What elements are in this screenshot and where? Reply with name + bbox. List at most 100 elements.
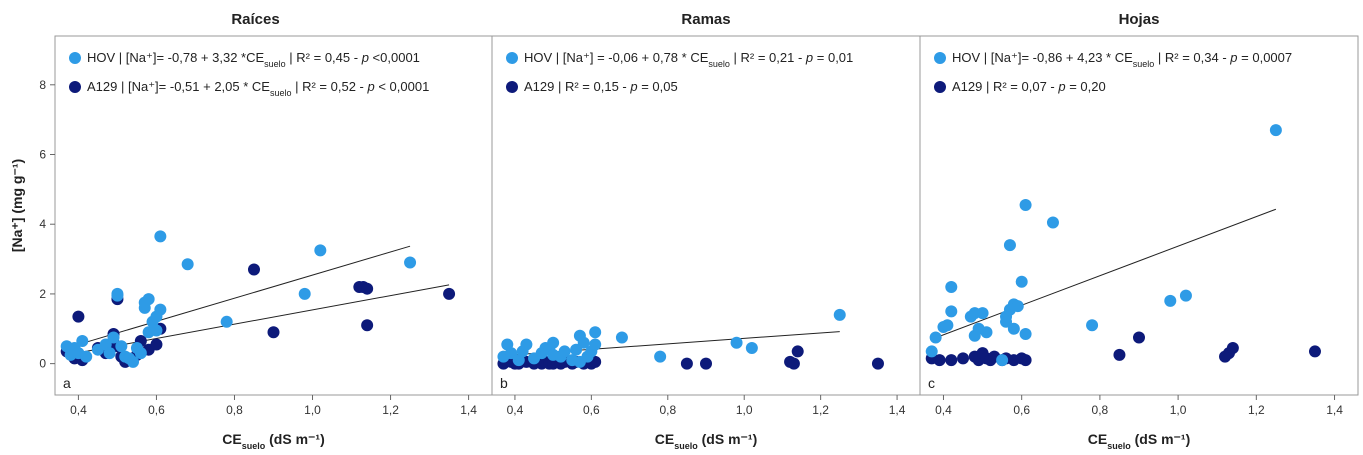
point-hov: [107, 331, 120, 344]
x-tick-label: 0,6: [583, 403, 600, 417]
point-a129: [1019, 354, 1032, 367]
point-hov: [980, 326, 993, 339]
point-hov: [945, 280, 958, 293]
panels: Raíces 0,4 0,6 0,8 1,0 1,2 1,4 0 2 4 6 8 [Na⁺] (mg g…: [9, 11, 1359, 451]
point-hov: [589, 326, 602, 339]
panel-title: Hojas: [1119, 11, 1160, 28]
point-a129: [791, 345, 804, 358]
trend-line-hov: [931, 208, 1277, 340]
panel-title: Raíces: [231, 11, 279, 28]
x-tick-label: 0,4: [507, 403, 524, 417]
y-tick-label: 4: [39, 217, 46, 231]
point-hov: [945, 305, 958, 318]
y-tick-label: 2: [39, 287, 46, 301]
point-hov: [220, 315, 233, 328]
panel-c: Hojas 0,4 0,6 0,8 1,0 1,2 1,4 CEsuelo (dS m⁻¹) c…: [919, 11, 1359, 451]
x-axis-label: CEsuelo (dS m⁻¹): [222, 431, 324, 451]
legend-entry: HOV | [Na⁺]= -0,86 + 4,23 * CEsuelo | R²…: [952, 50, 1292, 69]
legend-entry: A129 | R² = 0,07 - p = 0,20: [952, 79, 1106, 94]
point-hov: [103, 347, 116, 360]
panel-letter: a: [63, 375, 71, 391]
x-tick-label: 0,4: [935, 403, 952, 417]
point-hov: [925, 345, 938, 358]
panel-b: Ramas 0,4 0,6 0,8 1,0 1,2 1,4 CEsuelo (dS m⁻¹) b…: [491, 11, 921, 451]
x-tick-label: 0,4: [70, 403, 87, 417]
point-hov: [111, 287, 124, 300]
point-hov: [181, 258, 194, 271]
point-a129: [247, 263, 260, 276]
point-hov: [142, 293, 155, 306]
x-tick-label: 1,0: [736, 403, 753, 417]
y-tick-label: 6: [39, 148, 46, 162]
legend-marker-a129: [934, 81, 946, 93]
x-axis-label: CEsuelo (dS m⁻¹): [1088, 431, 1190, 451]
point-hov: [615, 331, 628, 344]
panel-title: Ramas: [681, 11, 730, 28]
trend-line-hov: [66, 245, 411, 349]
point-hov: [134, 347, 147, 360]
point-a129: [267, 326, 280, 339]
point-a129: [361, 319, 374, 332]
legend-marker-hov: [934, 52, 946, 64]
legend-marker-hov: [69, 52, 81, 64]
point-a129: [787, 357, 800, 370]
point-a129: [443, 287, 456, 300]
trend-line-a129: [66, 284, 450, 356]
point-hov: [929, 331, 942, 344]
point-hov: [505, 347, 518, 360]
point-hov: [127, 355, 140, 368]
point-hov: [1011, 300, 1024, 313]
point-hov: [76, 334, 89, 347]
point-a129: [945, 354, 958, 367]
point-hov: [547, 336, 560, 349]
y-axis-label: [Na⁺] (mg g⁻¹): [9, 159, 25, 252]
point-hov: [154, 230, 167, 243]
legend-marker-hov: [506, 52, 518, 64]
point-hov: [1015, 275, 1028, 288]
panel-letter: c: [928, 375, 935, 391]
point-a129: [871, 357, 884, 370]
point-hov: [1086, 319, 1099, 332]
legend-entry: HOV | [Na⁺]= -0,78 + 3,32 *CEsuelo | R² …: [87, 50, 420, 69]
point-a129: [700, 357, 712, 370]
point-hov: [941, 319, 954, 332]
point-hov: [730, 336, 743, 349]
point-a129: [680, 357, 693, 370]
y-tick-label: 8: [39, 78, 46, 92]
legend-entry: A129 | R² = 0,15 - p = 0,05: [524, 79, 678, 94]
x-tick-label: 1,0: [1170, 403, 1187, 417]
x-tick-label: 1,2: [1248, 403, 1265, 417]
point-hov: [1164, 294, 1177, 307]
point-a129: [72, 310, 85, 323]
x-tick-label: 0,8: [1092, 403, 1109, 417]
point-hov: [1019, 328, 1032, 341]
point-a129: [1113, 348, 1126, 361]
point-a129: [1226, 341, 1239, 354]
point-hov: [1179, 289, 1192, 302]
point-hov: [558, 345, 571, 358]
x-tick-label: 1,2: [812, 403, 829, 417]
point-a129: [361, 282, 374, 295]
x-tick-label: 0,8: [659, 403, 676, 417]
panel-a: Raíces 0,4 0,6 0,8 1,0 1,2 1,4 0 2 4 6 8 [Na⁺] (mg g…: [9, 11, 493, 451]
point-hov: [745, 341, 758, 354]
point-hov: [1019, 199, 1032, 212]
legend-marker-a129: [69, 81, 81, 93]
point-hov: [150, 324, 163, 337]
x-tick-label: 1,4: [889, 403, 906, 417]
point-hov: [833, 308, 846, 321]
point-hov: [1000, 315, 1013, 328]
x-tick-label: 1,4: [460, 403, 477, 417]
point-hov: [570, 343, 583, 356]
point-hov: [298, 287, 311, 300]
point-a129: [150, 338, 163, 351]
x-tick-label: 1,0: [304, 403, 321, 417]
point-a129: [957, 352, 970, 365]
point-hov: [654, 350, 667, 363]
point-hov: [154, 303, 167, 316]
x-tick-label: 1,2: [382, 403, 399, 417]
point-hov: [1003, 239, 1016, 252]
panel-letter: b: [500, 375, 508, 391]
x-tick-label: 1,4: [1326, 403, 1343, 417]
